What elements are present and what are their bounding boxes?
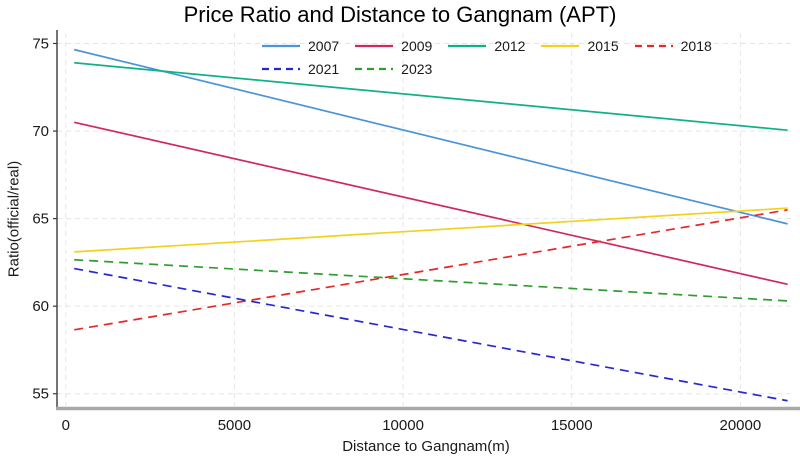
legend-swatch-2021 xyxy=(262,67,300,71)
x-tick-label: 5000 xyxy=(218,417,251,434)
series-line-2012 xyxy=(74,61,788,132)
x-axis-label: Distance to Gangnam(m) xyxy=(342,438,510,455)
series-line-2023 xyxy=(74,258,788,302)
legend-swatch-2023 xyxy=(355,67,394,71)
legend-label-2007: 2007 xyxy=(308,38,340,54)
y-tick-label: 55 xyxy=(32,386,49,403)
legend-item-2021: 2021 xyxy=(262,61,339,77)
legend-label-2021: 2021 xyxy=(308,61,340,77)
legend-swatch-2009 xyxy=(355,44,394,48)
legend-item-2023: 2023 xyxy=(355,61,432,77)
legend-label-2015: 2015 xyxy=(587,38,619,54)
x-tick-label: 20000 xyxy=(719,417,761,434)
legend-swatch-2018 xyxy=(634,44,673,48)
legend-swatch-2012 xyxy=(448,44,487,48)
legend-label-2009: 2009 xyxy=(401,38,433,54)
series-line-2009 xyxy=(74,121,788,286)
x-tick-label: 0 xyxy=(62,417,70,434)
y-tick-label: 60 xyxy=(32,298,49,315)
y-tick-label: 65 xyxy=(32,211,49,228)
legend: 2007 2009 2012 2015 2018 2021 2023 xyxy=(262,38,782,77)
y-tick-label: 75 xyxy=(32,36,49,53)
x-tick-label: 10000 xyxy=(382,417,424,434)
legend-label-2012: 2012 xyxy=(494,38,526,54)
y-axis-label: Ratio(official/real) xyxy=(5,160,23,278)
series-line-2007 xyxy=(74,48,788,225)
series-line-2015 xyxy=(74,207,788,253)
legend-label-2018: 2018 xyxy=(680,38,712,54)
legend-swatch-2007 xyxy=(262,44,300,48)
y-tick-label: 70 xyxy=(32,123,49,140)
legend-item-2007: 2007 xyxy=(262,38,339,54)
legend-item-2015: 2015 xyxy=(541,38,619,54)
legend-item-2009: 2009 xyxy=(355,38,432,54)
series-line-2018 xyxy=(74,209,788,331)
legend-item-2012: 2012 xyxy=(448,38,525,54)
legend-item-2018: 2018 xyxy=(634,38,712,54)
series-line-2021 xyxy=(74,267,788,402)
legend-swatch-2015 xyxy=(541,44,580,48)
legend-label-2023: 2023 xyxy=(401,61,433,77)
chart-title: Price Ratio and Distance to Gangnam (APT… xyxy=(183,2,617,27)
x-tick-label: 15000 xyxy=(551,417,593,434)
